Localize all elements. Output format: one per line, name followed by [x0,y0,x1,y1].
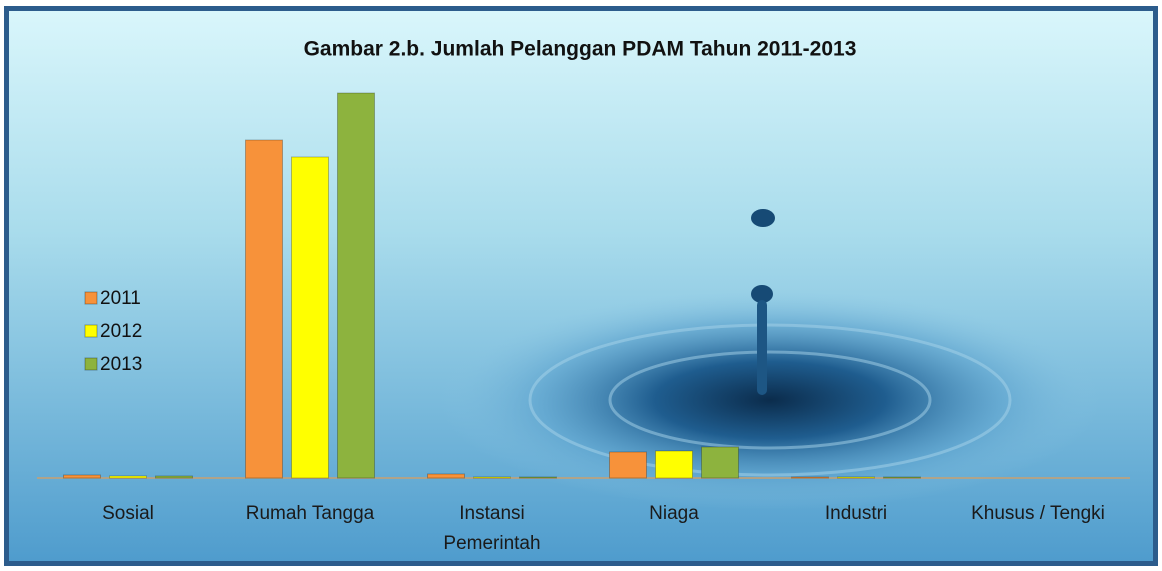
bar [473,476,511,479]
x-tick-label: Instansi Pemerintah [443,503,541,554]
bar [337,92,375,479]
drop [751,209,775,227]
bar [155,475,193,479]
x-tick-label: Rumah Tangga [245,503,375,524]
legend-swatch [84,291,98,305]
x-tick-label: Industri [824,503,888,524]
bar [245,139,283,479]
bar [427,473,465,479]
drop [751,285,773,303]
bar [837,476,875,479]
ripple-ring [528,323,1012,477]
x-tick-label: Niaga [649,503,699,524]
bar [291,156,329,479]
legend-swatch [84,324,98,338]
legend-label: 2011 [100,288,141,309]
bar [655,450,693,479]
bar [519,476,557,479]
bar [63,474,101,479]
x-tick-label: Khusus / Tengki [971,503,1105,524]
splash [757,300,767,395]
bar [791,476,829,479]
ripple-ring [608,350,932,450]
legend-label: 2013 [100,354,142,375]
bar [109,475,147,479]
legend-label: 2012 [100,321,142,342]
legend-swatch [84,357,98,371]
bar [609,451,647,479]
x-tick-label: Sosial [102,503,154,524]
bar [701,446,739,479]
bar [883,476,921,479]
chart-title: Gambar 2.b. Jumlah Pelanggan PDAM Tahun … [304,38,857,61]
